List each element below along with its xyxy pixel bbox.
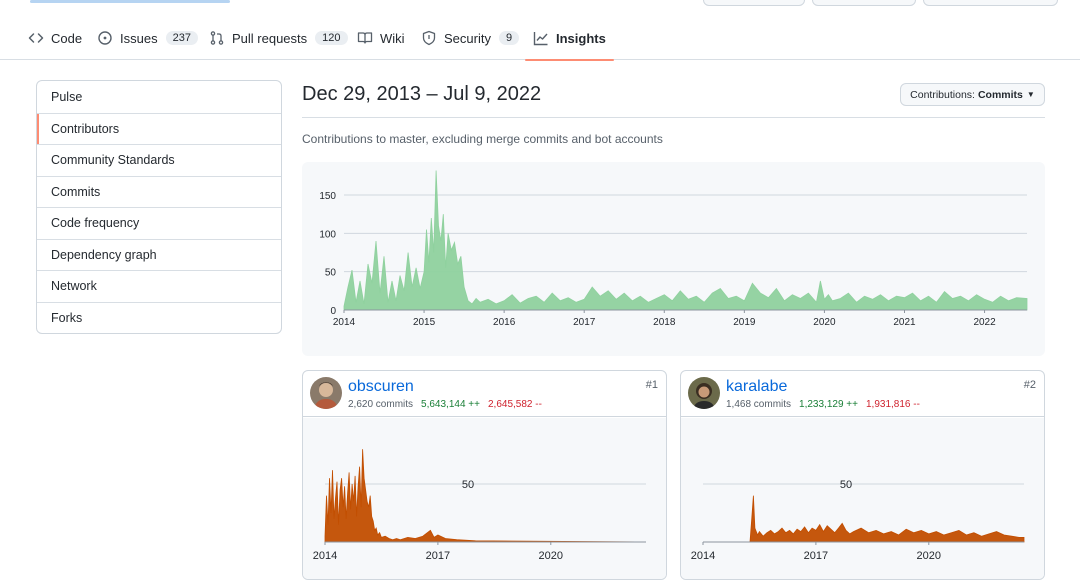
x-tick-label: 2018 <box>653 317 676 328</box>
series-area <box>703 495 1025 543</box>
x-tick-label: 2021 <box>893 317 916 328</box>
series-area <box>324 449 647 543</box>
x-tick-label: 2014 <box>691 550 715 562</box>
y-tick-label: 50 <box>840 479 852 491</box>
y-tick-label: 50 <box>462 479 474 491</box>
contributor-chart-svg: 50 2014 2017 2020 <box>313 449 647 562</box>
sidebar-item-code-frequency[interactable]: Code frequency <box>37 207 281 239</box>
x-tick-label: 2020 <box>917 550 941 562</box>
header-divider <box>302 117 1045 118</box>
sidebar-item-network[interactable]: Network <box>37 270 281 302</box>
contributor-card-1: obscuren 2,620 commits 5,643,144 ++ 2,645,… <box>302 370 667 580</box>
contributor-username[interactable]: obscuren <box>348 378 414 395</box>
graph-icon <box>533 30 549 46</box>
contributor-card-2: karalabe 1,468 commits 1,233,129 ++ 1,931,… <box>680 370 1045 580</box>
x-tick-label: 2020 <box>813 317 836 328</box>
deletions-count: 1,931,816 -- <box>865 399 920 410</box>
tab-issues[interactable]: Issues 237 <box>97 16 198 60</box>
repo-nav: Code Issues 237 Pull requests 120 Wiki S… <box>0 16 1080 61</box>
x-tick-label: 2016 <box>493 317 516 328</box>
y-tick-label: 50 <box>325 268 337 279</box>
tab-security[interactable]: Security 9 <box>421 16 520 60</box>
watch-button[interactable] <box>703 0 805 6</box>
issue-opened-icon <box>97 30 113 46</box>
y-tick-label: 150 <box>319 191 336 202</box>
issues-counter: 237 <box>165 31 198 45</box>
sidebar-item-dependency-graph[interactable]: Dependency graph <box>37 238 281 271</box>
contributor-chart-svg: 50 2014 2017 2020 <box>691 479 1025 562</box>
contributions-subtitle: Contributions to master, excluding merge… <box>302 132 663 146</box>
header-strip <box>0 0 1080 16</box>
tab-issues-label: Issues <box>120 30 158 46</box>
contributor-rank: #2 <box>1023 379 1036 391</box>
x-tick-label: 2014 <box>313 550 337 562</box>
commit-count: 1,468 commits <box>726 399 792 410</box>
tab-security-label: Security <box>444 30 491 46</box>
contributions-value: Commits <box>977 88 1023 101</box>
x-tick-label: 2017 <box>426 550 450 562</box>
code-icon <box>28 30 44 46</box>
star-button[interactable] <box>923 0 1058 6</box>
contributor-card-header: karalabe 1,468 commits 1,233,129 ++ 1,931,… <box>681 371 1044 417</box>
tab-code[interactable]: Code <box>28 16 82 60</box>
pull-requests-counter: 120 <box>315 31 348 45</box>
deletions-count: 2,645,582 -- <box>487 399 542 410</box>
date-range-title: Dec 29, 2013 – Jul 9, 2022 <box>302 83 542 105</box>
y-tick-label: 0 <box>330 306 336 317</box>
commits-overview-svg: 0 50 100 150 2014 2015 2016 2017 2018 2019 2020 202… <box>319 170 1028 328</box>
contributor-rank: #1 <box>645 379 658 391</box>
tab-wiki-label: Wiki <box>380 30 405 46</box>
sidebar-item-community-standards[interactable]: Community Standards <box>37 144 281 176</box>
insights-sidebar: Pulse Contributors Community Standards C… <box>36 80 282 334</box>
additions-count: 5,643,144 ++ <box>421 399 480 410</box>
tab-pull-requests[interactable]: Pull requests 120 <box>209 16 348 60</box>
x-tick-label: 2014 <box>333 317 356 328</box>
x-tick-label: 2015 <box>413 317 436 328</box>
contributions-label: Contributions: <box>910 88 975 101</box>
y-tick-label: 100 <box>319 229 336 240</box>
series-area <box>343 170 1028 311</box>
contributor-stats: 2,620 commits 5,643,144 ++ 2,645,582 -- <box>348 399 542 410</box>
x-tick-label: 2017 <box>573 317 596 328</box>
tab-pull-requests-label: Pull requests <box>232 30 308 46</box>
contributor-username[interactable]: karalabe <box>726 378 788 395</box>
book-icon <box>357 30 373 46</box>
contributor-chart: 50 2014 2017 2020 <box>681 418 1044 579</box>
sidebar-item-commits[interactable]: Commits <box>37 175 281 208</box>
sidebar-item-pulse[interactable]: Pulse <box>51 89 83 104</box>
x-tick-label: 2020 <box>539 550 563 562</box>
commits-overview-chart: 0 50 100 150 2014 2015 2016 2017 2018 2019 2020 202… <box>302 162 1045 356</box>
triangle-down-icon: ▼ <box>1026 90 1035 99</box>
contributor-card-header: obscuren 2,620 commits 5,643,144 ++ 2,645,… <box>303 371 666 417</box>
avatar[interactable] <box>688 377 720 409</box>
sidebar-item-contributors[interactable]: Contributors <box>37 112 281 145</box>
additions-count: 1,233,129 ++ <box>799 399 858 410</box>
git-pull-request-icon <box>209 30 225 46</box>
x-tick-label: 2017 <box>804 550 828 562</box>
sidebar-item-forks[interactable]: Forks <box>37 301 281 334</box>
contributions-type-dropdown[interactable]: Contributions: Commits ▼ <box>900 83 1045 106</box>
repo-title-fragment <box>30 0 230 3</box>
x-tick-label: 2022 <box>973 317 996 328</box>
avatar[interactable] <box>310 377 342 409</box>
tab-insights[interactable]: Insights <box>525 16 614 61</box>
shield-icon <box>421 30 437 46</box>
contributor-chart: 50 2014 2017 2020 <box>303 418 666 579</box>
x-tick-label: 2019 <box>733 317 756 328</box>
commit-count: 2,620 commits <box>348 399 414 410</box>
contributor-stats: 1,468 commits 1,233,129 ++ 1,931,816 -- <box>726 399 920 410</box>
tab-insights-label: Insights <box>556 30 606 46</box>
fork-button[interactable] <box>812 0 916 6</box>
tab-wiki[interactable]: Wiki <box>357 16 405 60</box>
security-counter: 9 <box>498 31 520 45</box>
tab-code-label: Code <box>51 30 83 46</box>
